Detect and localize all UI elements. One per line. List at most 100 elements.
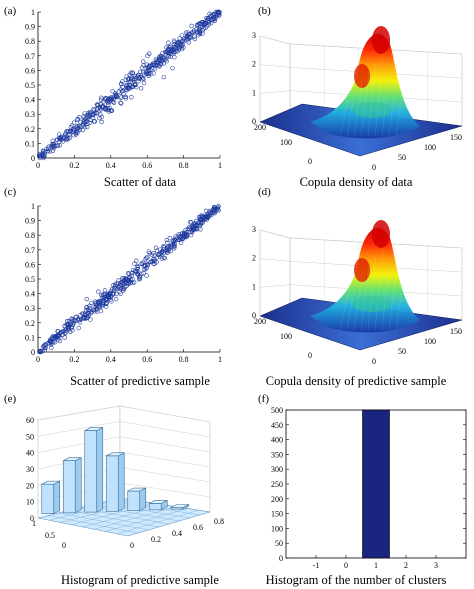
data-point bbox=[108, 108, 113, 113]
hist-bar bbox=[105, 455, 119, 512]
data-point bbox=[150, 259, 156, 264]
data-point bbox=[51, 141, 57, 147]
data-point bbox=[200, 31, 205, 36]
surface-plot-b: 01230100200050100150200 bbox=[252, 26, 463, 172]
data-point bbox=[198, 220, 204, 226]
data-point bbox=[144, 273, 149, 278]
bar-chart-f: 0 50 100 150 200 250 300 350 400 450 500 -1 0 1 2 3 bbox=[271, 406, 467, 570]
data-point bbox=[137, 274, 143, 279]
z-tick-label: 0 bbox=[30, 514, 34, 523]
x-tick-label: 50 bbox=[398, 153, 406, 162]
data-point bbox=[100, 295, 106, 301]
data-point bbox=[123, 96, 128, 101]
data-point bbox=[172, 55, 177, 60]
data-point bbox=[110, 96, 115, 101]
hist-bar bbox=[62, 460, 76, 514]
x-tick-label: 0.2 bbox=[151, 535, 161, 544]
data-point bbox=[111, 292, 116, 297]
panel-f: (f) 0 50 100 150 200 250 300 350 400 450 500 -1 0 1 2 3… bbox=[258, 393, 467, 587]
data-point bbox=[126, 79, 132, 85]
z-tick-label: 40 bbox=[26, 449, 34, 458]
data-point bbox=[153, 245, 159, 251]
data-point bbox=[91, 108, 97, 113]
grid-line bbox=[259, 229, 291, 239]
data-point bbox=[87, 305, 92, 311]
y-tick-label: 1 bbox=[31, 202, 35, 211]
data-point bbox=[164, 237, 169, 243]
data-point bbox=[138, 86, 144, 91]
data-point bbox=[94, 303, 99, 309]
data-point bbox=[126, 271, 132, 277]
data-point bbox=[96, 289, 101, 294]
data-point bbox=[133, 258, 139, 264]
data-point bbox=[146, 68, 151, 73]
data-point bbox=[87, 113, 92, 118]
panel-label-c: (c) bbox=[4, 186, 17, 198]
y-tick-label: 400 bbox=[271, 436, 283, 445]
data-point bbox=[171, 42, 177, 47]
data-point bbox=[111, 282, 116, 288]
data-point bbox=[146, 73, 151, 78]
hist-bar bbox=[127, 490, 141, 511]
panel-label-f: (f) bbox=[258, 393, 269, 405]
data-point bbox=[125, 77, 131, 82]
x-tick-label: 0.4 bbox=[172, 529, 182, 538]
z-tick-label: 60 bbox=[26, 416, 34, 425]
data-point bbox=[216, 208, 221, 213]
grid-line bbox=[37, 405, 121, 421]
data-point bbox=[189, 30, 195, 36]
x-tick-label: 150 bbox=[450, 327, 462, 336]
y-tick-label: 0.6 bbox=[25, 66, 35, 75]
data-point bbox=[125, 271, 131, 276]
y-tick-label: 0.8 bbox=[25, 231, 35, 240]
y-tick-label: 0.4 bbox=[25, 96, 35, 105]
data-point bbox=[42, 345, 48, 350]
y-tick-label: 450 bbox=[271, 421, 283, 430]
mesh-line bbox=[381, 256, 391, 331]
grid-line bbox=[119, 451, 211, 468]
panel-b: (b) 01230100200050100150200 Copula densi… bbox=[252, 5, 463, 189]
hist-bar-side bbox=[139, 487, 147, 512]
data-point bbox=[197, 31, 202, 37]
data-point bbox=[70, 328, 75, 333]
data-point bbox=[116, 280, 121, 286]
data-point bbox=[125, 85, 130, 90]
x-tick-label: 150 bbox=[450, 133, 462, 142]
data-point bbox=[194, 27, 199, 32]
data-point bbox=[56, 329, 61, 334]
data-point bbox=[71, 320, 77, 326]
grid-line bbox=[259, 284, 291, 288]
x-tick-label: 0 bbox=[130, 541, 134, 550]
scatter-plot-a: 0 0.2 0.4 0.6 0.8 1 0 0.1 0.2 0.3 0.4 0.5 0.6 0.7 0.8 0… bbox=[25, 8, 223, 170]
data-point bbox=[123, 77, 128, 83]
mesh-line bbox=[395, 274, 405, 331]
y-tick-label: 300 bbox=[271, 465, 283, 474]
grid-line bbox=[259, 35, 291, 45]
data-point bbox=[192, 221, 198, 226]
x-tick-label: 0.2 bbox=[69, 355, 79, 364]
data-point bbox=[151, 63, 157, 68]
z-tick-label: 2 bbox=[252, 254, 256, 263]
y-tick-label: 350 bbox=[271, 450, 283, 459]
data-point bbox=[98, 299, 104, 304]
y-tick-label: 0.7 bbox=[25, 52, 35, 61]
data-point bbox=[77, 317, 82, 323]
data-point bbox=[126, 280, 132, 286]
data-point bbox=[164, 59, 169, 64]
y-tick-label: 0.7 bbox=[25, 246, 35, 255]
data-point bbox=[49, 345, 54, 350]
x-tick-label: 0 bbox=[372, 357, 376, 366]
data-point bbox=[146, 70, 151, 76]
density-shoulder bbox=[352, 102, 392, 118]
grid-line bbox=[119, 421, 211, 438]
data-point bbox=[64, 133, 69, 139]
data-point bbox=[125, 278, 131, 284]
data-point bbox=[211, 207, 216, 212]
data-point bbox=[178, 236, 183, 242]
y-tick-label: 250 bbox=[271, 480, 283, 489]
data-point bbox=[108, 291, 113, 296]
data-point bbox=[66, 321, 71, 327]
data-point bbox=[64, 129, 69, 134]
panel-c: (c) 0 0.2 0.4 0.6 0.8 1 0 0.1 0.2 0.3 0.4 0.5 0.6 0.7… bbox=[4, 186, 222, 388]
